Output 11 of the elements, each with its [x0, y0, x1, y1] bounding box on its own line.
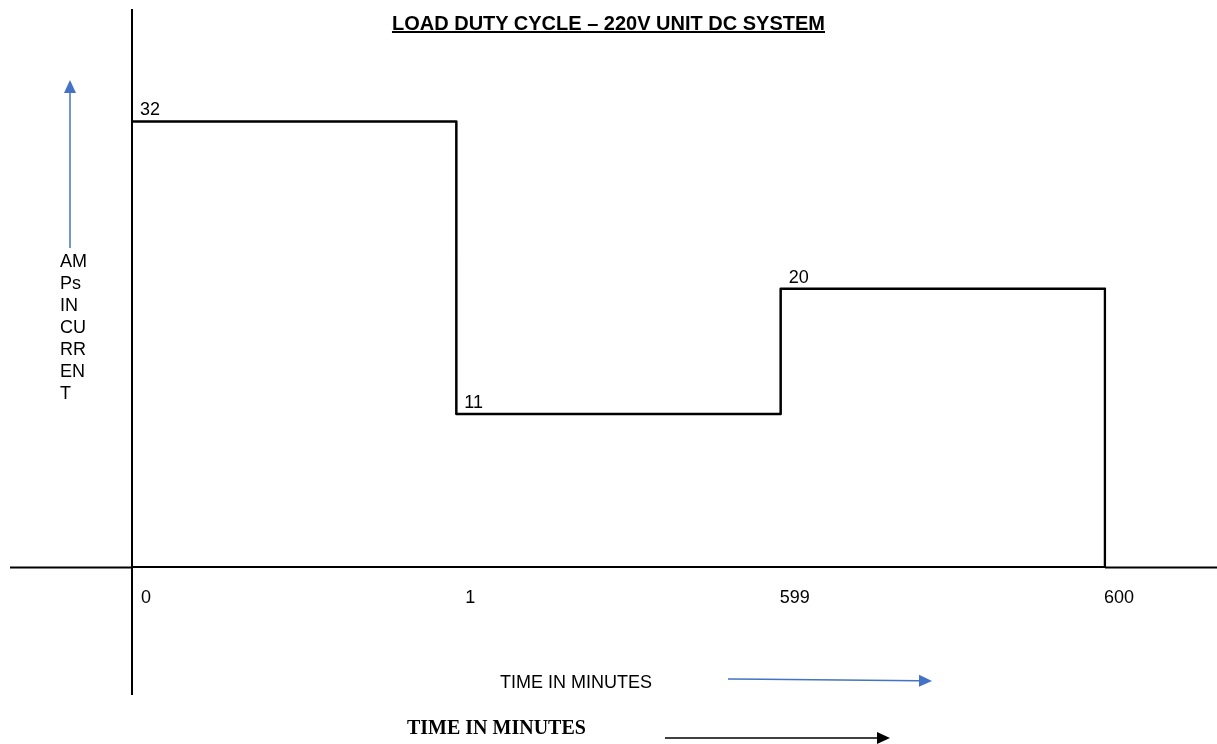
- text: TIME IN MINUTES: [407, 716, 586, 739]
- data-label: 32: [140, 99, 161, 120]
- x-tick-label: 600: [1103, 587, 1135, 608]
- data-label: 11: [464, 392, 484, 413]
- x-tick-label: 1: [465, 587, 476, 608]
- y-axis-title: AMPs IN CURRENT: [60, 250, 88, 404]
- chart-title: LOAD DUTY CYCLE – 220V UNIT DC SYSTEM: [390, 12, 826, 35]
- data-label: 20: [788, 266, 809, 287]
- x-tick-label: 0: [140, 587, 152, 608]
- x-axis-title: TIME IN MINUTES: [500, 672, 652, 693]
- x-tick-label: 599: [779, 587, 810, 608]
